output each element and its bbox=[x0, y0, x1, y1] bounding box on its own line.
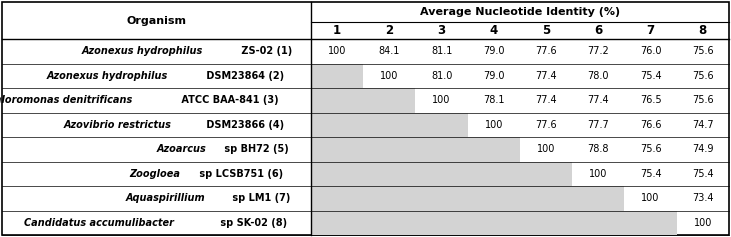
Text: 100: 100 bbox=[328, 46, 346, 56]
Bar bbox=[311, 64, 363, 88]
Text: 8: 8 bbox=[699, 24, 707, 37]
Text: 100: 100 bbox=[380, 71, 398, 81]
Text: 77.6: 77.6 bbox=[535, 120, 557, 130]
Bar bbox=[311, 137, 520, 161]
Text: 74.7: 74.7 bbox=[692, 120, 713, 130]
Text: 100: 100 bbox=[537, 144, 556, 154]
Text: 75.6: 75.6 bbox=[640, 144, 662, 154]
Text: Candidatus accumulibacter: Candidatus accumulibacter bbox=[24, 218, 174, 228]
Text: 100: 100 bbox=[589, 169, 607, 179]
Text: 79.0: 79.0 bbox=[483, 46, 504, 56]
Text: 76.5: 76.5 bbox=[640, 95, 662, 105]
Text: Zoogloea: Zoogloea bbox=[129, 169, 181, 179]
Text: 78.0: 78.0 bbox=[588, 71, 609, 81]
Text: Azovibrio restrictus: Azovibrio restrictus bbox=[64, 120, 172, 130]
Text: 100: 100 bbox=[485, 120, 503, 130]
Text: 75.6: 75.6 bbox=[692, 95, 713, 105]
Text: 75.4: 75.4 bbox=[640, 71, 662, 81]
Text: Average Nucleotide Identity (%): Average Nucleotide Identity (%) bbox=[420, 7, 620, 17]
Text: 73.4: 73.4 bbox=[692, 193, 713, 203]
Text: 78.1: 78.1 bbox=[483, 95, 504, 105]
Text: 75.6: 75.6 bbox=[692, 71, 713, 81]
Text: 81.1: 81.1 bbox=[431, 46, 452, 56]
Bar bbox=[311, 210, 677, 235]
Text: sp SK-02 (8): sp SK-02 (8) bbox=[218, 218, 287, 228]
Text: 78.8: 78.8 bbox=[588, 144, 609, 154]
Text: 77.4: 77.4 bbox=[588, 95, 609, 105]
Bar bbox=[311, 88, 415, 113]
Text: 77.6: 77.6 bbox=[535, 46, 557, 56]
Text: 77.4: 77.4 bbox=[535, 71, 557, 81]
Text: 76.6: 76.6 bbox=[640, 120, 662, 130]
Text: 6: 6 bbox=[594, 24, 602, 37]
Text: sp LCSB751 (6): sp LCSB751 (6) bbox=[196, 169, 283, 179]
Text: Aquaspirillium: Aquaspirillium bbox=[126, 193, 205, 203]
Text: 100: 100 bbox=[433, 95, 451, 105]
Text: 76.0: 76.0 bbox=[640, 46, 662, 56]
Text: 79.0: 79.0 bbox=[483, 71, 504, 81]
Text: 4: 4 bbox=[490, 24, 498, 37]
Text: 2: 2 bbox=[385, 24, 393, 37]
Text: 100: 100 bbox=[694, 218, 712, 228]
Bar bbox=[311, 161, 572, 186]
Text: 3: 3 bbox=[438, 24, 446, 37]
Bar bbox=[311, 113, 468, 137]
Bar bbox=[311, 186, 624, 210]
Text: 100: 100 bbox=[641, 193, 660, 203]
Text: sp BH72 (5): sp BH72 (5) bbox=[221, 144, 288, 154]
Text: 1: 1 bbox=[333, 24, 341, 37]
Text: 77.4: 77.4 bbox=[535, 95, 557, 105]
Text: 77.7: 77.7 bbox=[588, 120, 609, 130]
Text: sp LM1 (7): sp LM1 (7) bbox=[229, 193, 290, 203]
Text: 75.4: 75.4 bbox=[692, 169, 713, 179]
Text: 74.9: 74.9 bbox=[692, 144, 713, 154]
Text: Dechloromonas denitrificans: Dechloromonas denitrificans bbox=[0, 95, 132, 105]
Text: ATCC BAA-841 (3): ATCC BAA-841 (3) bbox=[178, 95, 279, 105]
Text: Organism: Organism bbox=[126, 15, 186, 26]
Text: 7: 7 bbox=[646, 24, 655, 37]
Text: ZS-02 (1): ZS-02 (1) bbox=[238, 46, 292, 56]
Text: 84.1: 84.1 bbox=[379, 46, 400, 56]
Text: 81.0: 81.0 bbox=[431, 71, 452, 81]
Text: 77.2: 77.2 bbox=[588, 46, 609, 56]
Text: Azoarcus: Azoarcus bbox=[156, 144, 206, 154]
Text: 75.6: 75.6 bbox=[692, 46, 713, 56]
Text: Azonexus hydrophilus: Azonexus hydrophilus bbox=[47, 71, 168, 81]
Text: Azonexus hydrophilus: Azonexus hydrophilus bbox=[82, 46, 202, 56]
Text: 75.4: 75.4 bbox=[640, 169, 662, 179]
Text: DSM23866 (4): DSM23866 (4) bbox=[203, 120, 284, 130]
Text: 5: 5 bbox=[542, 24, 550, 37]
Text: DSM23864 (2): DSM23864 (2) bbox=[203, 71, 284, 81]
